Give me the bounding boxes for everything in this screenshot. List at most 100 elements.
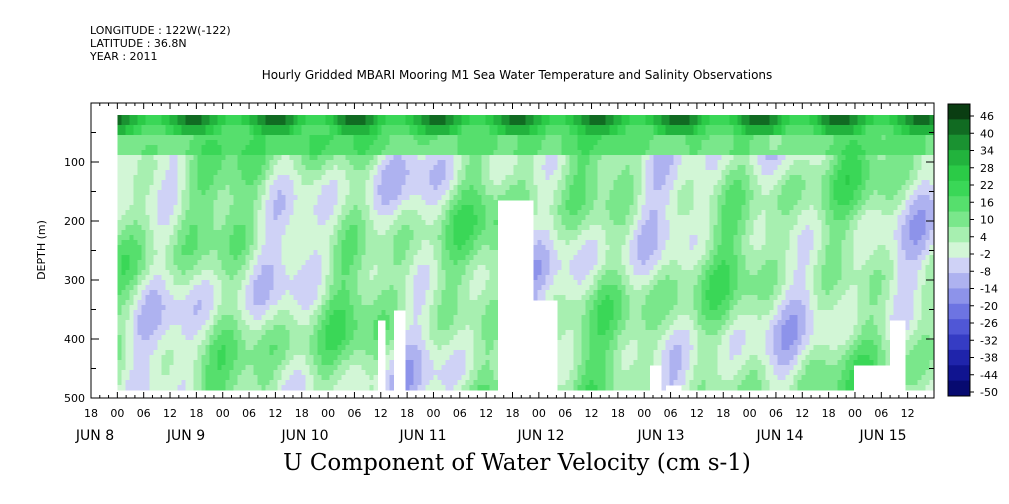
- heatmap-cell: [421, 144, 426, 151]
- heatmap-cell: [345, 369, 350, 376]
- heatmap-cell: [477, 364, 482, 371]
- heatmap-cell: [221, 119, 226, 126]
- heatmap-cell: [277, 244, 282, 251]
- heatmap-cell: [353, 214, 358, 221]
- heatmap-cell: [337, 219, 342, 226]
- heatmap-cell: [237, 184, 242, 191]
- heatmap-cell: [321, 209, 326, 216]
- heatmap-cell: [261, 309, 266, 316]
- heatmap-cell: [333, 299, 338, 306]
- heatmap-cell: [273, 134, 278, 141]
- heatmap-cell: [281, 179, 286, 186]
- heatmap-cell: [341, 184, 346, 191]
- heatmap-cell: [233, 194, 238, 201]
- heatmap-cell: [153, 274, 158, 281]
- heatmap-cell: [221, 264, 226, 271]
- heatmap-cell: [281, 169, 286, 176]
- heatmap-cell: [349, 274, 354, 281]
- heatmap-cell: [389, 154, 394, 161]
- heatmap-cell: [189, 144, 194, 151]
- heatmap-cell: [281, 259, 286, 266]
- heatmap-cell: [269, 149, 274, 156]
- heatmap-cell: [425, 349, 430, 356]
- heatmap-cell: [241, 324, 246, 331]
- heatmap-cell: [405, 129, 410, 136]
- heatmap-cell: [277, 274, 282, 281]
- heatmap-cell: [341, 364, 346, 371]
- heatmap-cell: [481, 319, 486, 326]
- heatmap-cell: [349, 284, 354, 291]
- heatmap-cell: [237, 384, 242, 391]
- heatmap-cell: [313, 284, 318, 291]
- heatmap-cell: [401, 164, 406, 171]
- heatmap-cell: [397, 274, 402, 281]
- heatmap-cell: [281, 324, 286, 331]
- heatmap-cell: [161, 179, 166, 186]
- heatmap-cell: [185, 319, 190, 326]
- heatmap-cell: [249, 329, 254, 336]
- heatmap-cell: [153, 229, 158, 236]
- heatmap-cell: [197, 264, 202, 271]
- heatmap-cell: [465, 214, 470, 221]
- heatmap-cell: [161, 274, 166, 281]
- heatmap-cell: [201, 294, 206, 301]
- heatmap-cell: [397, 219, 402, 226]
- heatmap-cell: [389, 284, 394, 291]
- heatmap-cell: [237, 319, 242, 326]
- heatmap-cell: [197, 314, 202, 321]
- heatmap-cell: [293, 274, 298, 281]
- heatmap-cell: [313, 129, 318, 136]
- heatmap-cell: [473, 189, 478, 196]
- heatmap-cell: [133, 354, 138, 361]
- heatmap-cell: [213, 249, 218, 256]
- heatmap-cell: [349, 319, 354, 326]
- heatmap-cell: [437, 234, 442, 241]
- heatmap-cell: [441, 354, 446, 361]
- heatmap-cell: [221, 304, 226, 311]
- heatmap-cell: [281, 224, 286, 231]
- heatmap-cell: [297, 359, 302, 366]
- heatmap-cell: [157, 259, 162, 266]
- heatmap-cell: [473, 354, 478, 361]
- heatmap-cell: [141, 334, 146, 341]
- heatmap-cell: [329, 179, 334, 186]
- heatmap-cell: [249, 384, 254, 391]
- heatmap-cell: [293, 259, 298, 266]
- heatmap-cell: [161, 169, 166, 176]
- heatmap-cell: [393, 124, 398, 131]
- heatmap-cell: [333, 199, 338, 206]
- heatmap-cell: [321, 309, 326, 316]
- heatmap-cell: [237, 289, 242, 296]
- heatmap-cell: [425, 304, 430, 311]
- heatmap-cell: [137, 209, 142, 216]
- heatmap-cell: [333, 139, 338, 146]
- heatmap-cell: [453, 319, 458, 326]
- heatmap-cell: [201, 114, 206, 121]
- heatmap-cell: [225, 364, 230, 371]
- heatmap-cell: [409, 144, 414, 151]
- heatmap-cell: [325, 234, 330, 241]
- heatmap-cell: [365, 359, 370, 366]
- heatmap-cell: [309, 209, 314, 216]
- heatmap-cell: [297, 329, 302, 336]
- heatmap-cell: [181, 364, 186, 371]
- heatmap-cell: [369, 209, 374, 216]
- heatmap-cell: [157, 199, 162, 206]
- heatmap-cell: [201, 224, 206, 231]
- heatmap-cell: [353, 119, 358, 126]
- heatmap-cell: [141, 329, 146, 336]
- heatmap-cell: [257, 324, 262, 331]
- heatmap-cell: [273, 314, 278, 321]
- heatmap-cell: [213, 144, 218, 151]
- heatmap-cell: [485, 124, 490, 131]
- heatmap-cell: [321, 159, 326, 166]
- heatmap-cell: [237, 154, 242, 161]
- heatmap-cell: [473, 134, 478, 141]
- heatmap-cell: [397, 264, 402, 271]
- heatmap-cell: [369, 199, 374, 206]
- heatmap-cell: [125, 354, 130, 361]
- heatmap-cell: [185, 119, 190, 126]
- heatmap-cell: [325, 384, 330, 391]
- heatmap-cell: [309, 164, 314, 171]
- heatmap-cell: [393, 159, 398, 166]
